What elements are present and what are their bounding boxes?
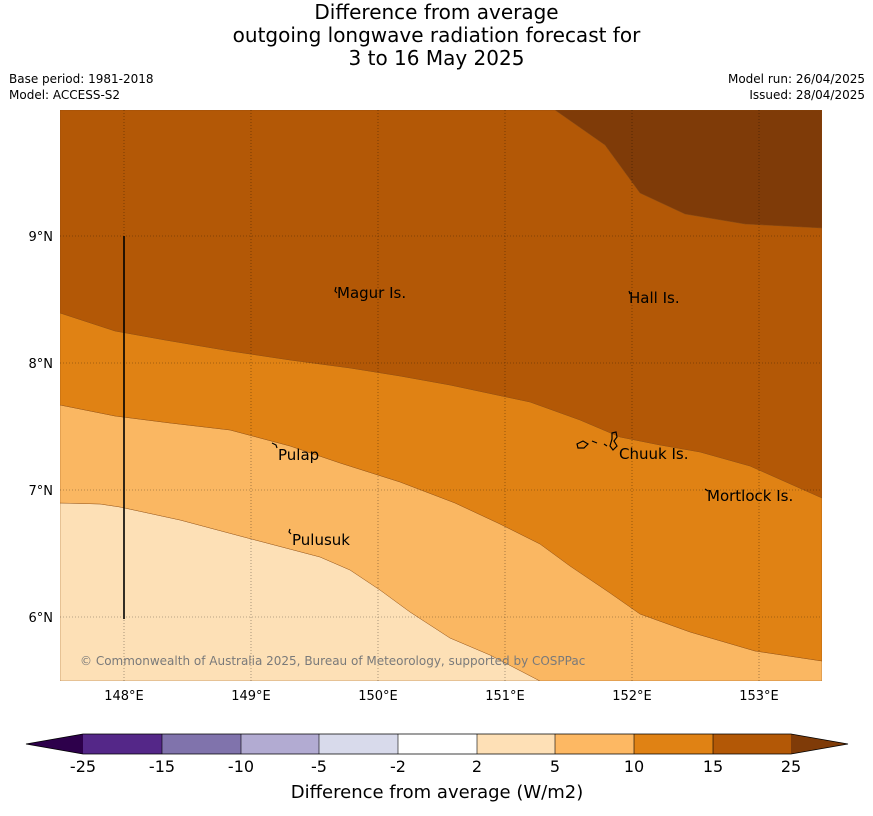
colorbar-swatch-2 xyxy=(162,734,241,754)
colorbar-swatch-8 xyxy=(634,734,713,754)
pulusuk-island-shape xyxy=(288,528,292,535)
place-label-mortlock: Mortlock Is. xyxy=(707,487,793,505)
colorbar-swatch-5 xyxy=(398,734,477,754)
lat-tick-7n: 7°N xyxy=(29,484,54,499)
colorbar-label: -2 xyxy=(390,757,406,776)
colorbar-label: -5 xyxy=(311,757,327,776)
magur-island-shape xyxy=(334,286,338,294)
map-title-line-3: 3 to 16 May 2025 xyxy=(348,46,525,70)
colorbar-labels: -25 -15 -10 -5 -2 2 5 10 15 25 xyxy=(70,757,801,776)
colorbar-label: -15 xyxy=(149,757,175,776)
lon-tick-148e: 148°E xyxy=(104,689,144,704)
lon-tick-149e: 149°E xyxy=(231,689,271,704)
place-labels: Magur Is. Hall Is. Pulap Chuuk Is. Mortl… xyxy=(278,284,793,549)
colorbar-swatch-4 xyxy=(319,734,398,754)
pulap-island-shape xyxy=(271,442,278,449)
map-title-line-2: outgoing longwave radiation forecast for xyxy=(232,23,641,47)
meta-right: Model run: 26/04/2025 Issued: 28/04/2025 xyxy=(728,71,865,103)
colorbar-label: 15 xyxy=(703,757,723,776)
colorbar-dividers xyxy=(161,734,714,754)
chuuk-island-shapes xyxy=(576,431,618,451)
mortlock-island-shape xyxy=(704,488,709,492)
lon-tick-150e: 150°E xyxy=(358,689,398,704)
copyright-notice: © Commonwealth of Australia 2025, Bureau… xyxy=(80,654,585,668)
colorbar-label: 5 xyxy=(550,757,560,776)
colorbar-label: 10 xyxy=(624,757,644,776)
lon-tick-153e: 153°E xyxy=(739,689,779,704)
colorbar-swatch-7 xyxy=(555,734,634,754)
colorbar-swatch-1 xyxy=(83,734,162,754)
hall-island-shape xyxy=(628,290,631,295)
base-period-text: Base period: 1981-2018 xyxy=(9,72,154,86)
colorbar-label: -25 xyxy=(70,757,96,776)
map-title-line-1: Difference from average xyxy=(314,0,559,24)
colorbar-label: 2 xyxy=(472,757,482,776)
colorbar-extend-low xyxy=(26,734,83,754)
meta-left: Base period: 1981-2018 Model: ACCESS-S2 xyxy=(9,71,154,103)
colorbar-label: 25 xyxy=(781,757,801,776)
colorbar-title: Difference from average (W/m2) xyxy=(291,782,583,803)
contour-field: Magur Is. Hall Is. Pulap Chuuk Is. Mortl… xyxy=(60,110,822,681)
place-label-chuuk: Chuuk Is. xyxy=(619,445,688,463)
colorbar-label: -10 xyxy=(228,757,254,776)
colorbar-swatch-3 xyxy=(241,734,319,754)
issued-text: Issued: 28/04/2025 xyxy=(749,88,865,102)
model-text: Model: ACCESS-S2 xyxy=(9,88,121,102)
place-label-magur: Magur Is. xyxy=(337,284,406,302)
colorbar: -25 -15 -10 -5 -2 2 5 10 15 25 Differenc… xyxy=(25,733,849,803)
colorbar-swatch-9 xyxy=(713,734,791,754)
place-label-pulusuk: Pulusuk xyxy=(292,531,350,549)
lat-tick-9n: 9°N xyxy=(29,230,54,245)
lat-tick-8n: 8°N xyxy=(29,357,54,372)
colorbar-extend-high xyxy=(791,734,848,754)
place-label-pulap: Pulap xyxy=(278,446,319,464)
model-run-text: Model run: 26/04/2025 xyxy=(727,72,865,86)
latitude-ticks: 9°N 8°N 7°N 6°N xyxy=(29,230,54,626)
island-outlines xyxy=(271,286,709,535)
place-label-hall: Hall Is. xyxy=(629,289,680,307)
lat-tick-6n: 6°N xyxy=(29,611,54,626)
colorbar-outline xyxy=(25,733,849,755)
longitude-ticks: 148°E 149°E 150°E 151°E 152°E 153°E xyxy=(104,689,779,704)
lon-tick-152e: 152°E xyxy=(612,689,652,704)
colorbar-swatch-6 xyxy=(477,734,555,754)
lon-tick-151e: 151°E xyxy=(485,689,525,704)
band-25-plus xyxy=(554,110,822,229)
